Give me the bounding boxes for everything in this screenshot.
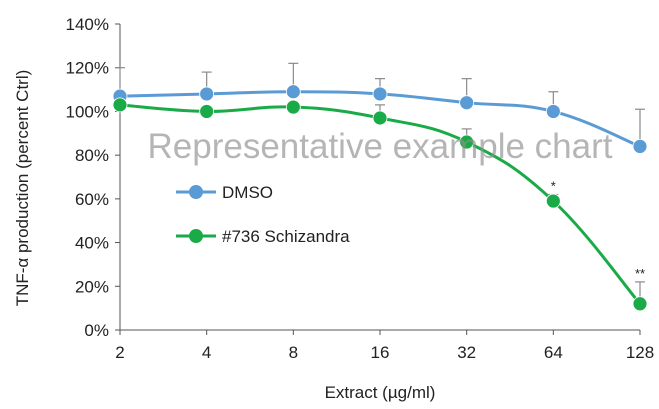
series-2: *** bbox=[112, 97, 648, 312]
significance-label: ** bbox=[635, 266, 645, 281]
data-point bbox=[285, 84, 301, 100]
y-tick-label: 0% bbox=[84, 321, 109, 340]
significance-label: * bbox=[551, 178, 556, 193]
series-layer: *** bbox=[112, 62, 648, 312]
x-axis-title: Extract (µg/ml) bbox=[325, 383, 436, 402]
legend-swatch-marker bbox=[189, 185, 203, 199]
y-tick-label: 80% bbox=[75, 146, 109, 165]
data-point bbox=[545, 193, 561, 209]
data-point bbox=[545, 104, 561, 119]
y-tick-label: 100% bbox=[66, 102, 109, 121]
legend: DMSO #736 Schizandra bbox=[176, 183, 350, 246]
x-tick-label: 2 bbox=[115, 343, 124, 362]
y-tick-label: 20% bbox=[75, 277, 109, 296]
data-point bbox=[285, 99, 301, 115]
axes: 0% 20% 40% 60% 80% 100% 120% 140% 2 4 8 16 32 64 128 bbox=[66, 15, 655, 362]
data-point bbox=[372, 110, 388, 126]
data-point bbox=[459, 134, 475, 150]
x-tick-label: 32 bbox=[457, 343, 476, 362]
x-tick-label: 4 bbox=[202, 343, 211, 362]
legend-label: #736 Schizandra bbox=[222, 227, 350, 246]
data-point bbox=[199, 86, 215, 102]
x-tick-label: 8 bbox=[289, 343, 298, 362]
data-point bbox=[459, 95, 475, 111]
legend-item: #736 Schizandra bbox=[176, 227, 350, 246]
data-point bbox=[199, 104, 215, 119]
legend-item: DMSO bbox=[176, 183, 273, 202]
y-tick-label: 120% bbox=[66, 59, 109, 78]
y-tick-label: 60% bbox=[75, 190, 109, 209]
data-point bbox=[372, 86, 388, 102]
legend-swatch-marker bbox=[189, 229, 203, 243]
data-point bbox=[632, 296, 648, 312]
legend-label: DMSO bbox=[222, 183, 273, 202]
data-point bbox=[112, 97, 128, 113]
y-tick-label: 140% bbox=[66, 15, 109, 34]
y-axis-title: TNF-α production (percent Ctrl) bbox=[13, 70, 32, 307]
data-point bbox=[632, 138, 648, 154]
x-tick-label: 64 bbox=[544, 343, 563, 362]
x-tick-label: 16 bbox=[371, 343, 390, 362]
y-tick-label: 40% bbox=[75, 234, 109, 253]
x-tick-label: 128 bbox=[626, 343, 654, 362]
watermark-text: Representative example chart bbox=[148, 127, 613, 166]
